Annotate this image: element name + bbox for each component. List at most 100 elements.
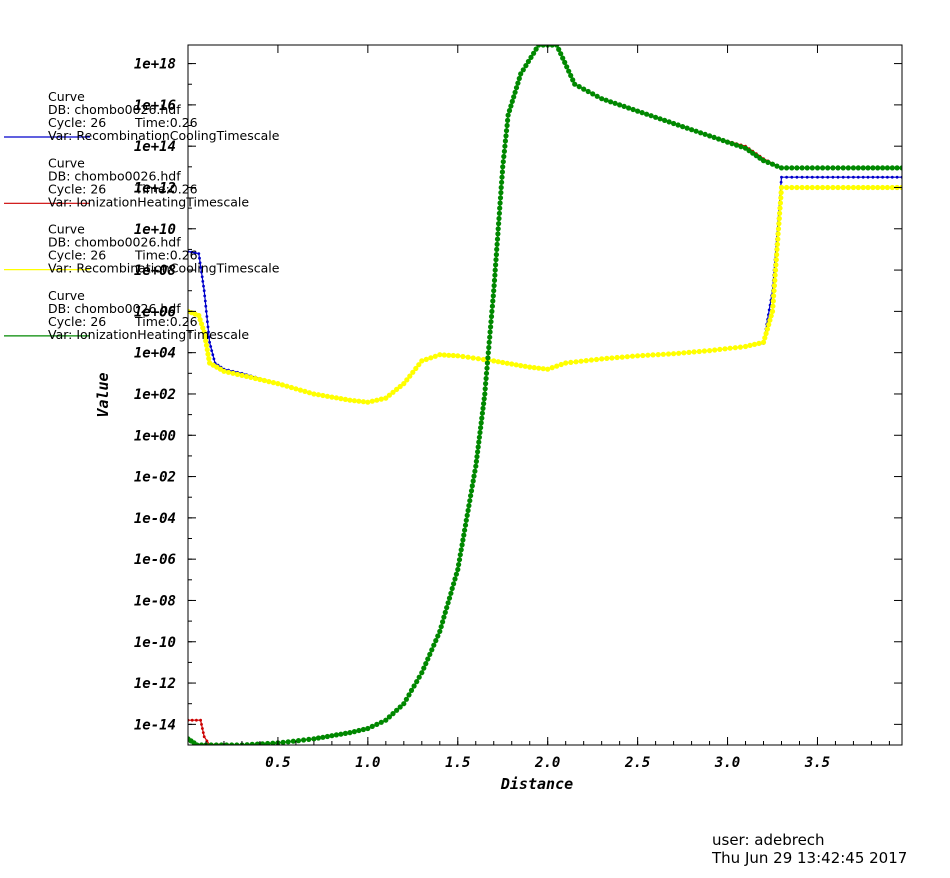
series-point bbox=[549, 365, 555, 371]
series-point bbox=[513, 85, 520, 91]
series-point bbox=[516, 75, 522, 82]
series-point bbox=[456, 557, 463, 563]
series-point bbox=[297, 387, 303, 393]
series-point bbox=[202, 735, 206, 739]
series-point bbox=[284, 383, 290, 389]
series-point bbox=[295, 738, 302, 744]
series-point bbox=[209, 345, 213, 348]
series-point bbox=[780, 175, 783, 179]
series-point bbox=[747, 342, 753, 348]
series-point bbox=[257, 376, 263, 383]
series-point bbox=[419, 358, 425, 364]
series-point bbox=[234, 742, 240, 745]
series-point bbox=[203, 342, 210, 348]
series-point bbox=[540, 366, 546, 372]
series-point bbox=[496, 215, 502, 222]
series-point bbox=[489, 308, 495, 314]
series-point bbox=[505, 117, 511, 123]
legend-time: Time:0.26 bbox=[134, 115, 198, 130]
legend-var: Var: RecombinationCoolingTimescale bbox=[48, 128, 280, 143]
series-point bbox=[720, 137, 726, 144]
series-point bbox=[809, 165, 815, 171]
series-point bbox=[855, 165, 861, 171]
series-point bbox=[644, 111, 650, 117]
series-point bbox=[414, 679, 420, 685]
series-point bbox=[470, 355, 476, 361]
series-point bbox=[249, 741, 255, 745]
series-point bbox=[496, 210, 502, 216]
series-point bbox=[386, 392, 392, 398]
series-point bbox=[356, 398, 362, 404]
series-point bbox=[478, 425, 484, 431]
y-tick-label: 1e+12 bbox=[134, 180, 176, 196]
series-point bbox=[657, 116, 663, 122]
series-point bbox=[479, 415, 485, 421]
series-point bbox=[712, 347, 718, 353]
legend-var: Var: IonizationHeatingTimescale bbox=[48, 327, 249, 342]
series-3 bbox=[188, 184, 902, 405]
series-point bbox=[416, 362, 422, 368]
series-point bbox=[865, 184, 871, 191]
series-point bbox=[776, 215, 782, 222]
series-point bbox=[785, 175, 788, 179]
series-point bbox=[437, 352, 443, 358]
y-tick-label: 1e+06 bbox=[134, 304, 176, 320]
series-point bbox=[899, 165, 902, 171]
series-point bbox=[490, 298, 496, 304]
series-point bbox=[266, 379, 272, 385]
series-point bbox=[875, 184, 881, 191]
series-point bbox=[770, 298, 776, 304]
series-point bbox=[484, 365, 490, 371]
series-point bbox=[773, 257, 779, 263]
series-point bbox=[871, 175, 875, 179]
series-point bbox=[457, 552, 463, 558]
series-point bbox=[394, 707, 400, 713]
series-point bbox=[568, 359, 574, 365]
series-point bbox=[469, 483, 475, 489]
series-point bbox=[775, 231, 781, 237]
series-point bbox=[841, 175, 845, 179]
series-point bbox=[441, 352, 447, 358]
series-point bbox=[764, 326, 771, 332]
series-point bbox=[784, 184, 790, 191]
series-point bbox=[488, 324, 494, 330]
series-point bbox=[462, 522, 469, 528]
series-point bbox=[401, 701, 407, 707]
legend-db: DB: chombo0026.hdf bbox=[48, 168, 181, 183]
series-point bbox=[619, 354, 625, 360]
series-point bbox=[556, 46, 562, 53]
series-point bbox=[467, 498, 473, 504]
series-point bbox=[473, 458, 479, 464]
series-point bbox=[505, 112, 511, 118]
series-point bbox=[777, 205, 783, 211]
series-point bbox=[475, 444, 481, 450]
series-point bbox=[438, 624, 444, 630]
series-point bbox=[199, 266, 203, 269]
series-point bbox=[407, 373, 413, 379]
series-point bbox=[531, 365, 537, 371]
series-point bbox=[479, 410, 485, 416]
series-point bbox=[473, 463, 479, 469]
series-point bbox=[765, 159, 771, 165]
series-point bbox=[329, 394, 335, 400]
series-point bbox=[315, 735, 321, 741]
series-point bbox=[480, 405, 486, 411]
legend-time: Time:0.26 bbox=[134, 248, 198, 263]
series-point bbox=[572, 81, 578, 87]
series-point bbox=[585, 88, 591, 95]
x-tick-label: 1.0 bbox=[355, 755, 380, 771]
series-point bbox=[835, 184, 841, 191]
series-point bbox=[338, 396, 344, 402]
series-point bbox=[880, 184, 886, 191]
series-point bbox=[455, 353, 461, 359]
series-point bbox=[481, 401, 487, 407]
series-point bbox=[423, 661, 429, 667]
series-point bbox=[820, 184, 826, 191]
series-point bbox=[771, 288, 777, 294]
series-point bbox=[772, 267, 779, 273]
series-point bbox=[342, 396, 348, 402]
series-point bbox=[329, 733, 335, 739]
y-tick-label: 1e-06 bbox=[134, 552, 176, 568]
series-point bbox=[588, 357, 595, 363]
